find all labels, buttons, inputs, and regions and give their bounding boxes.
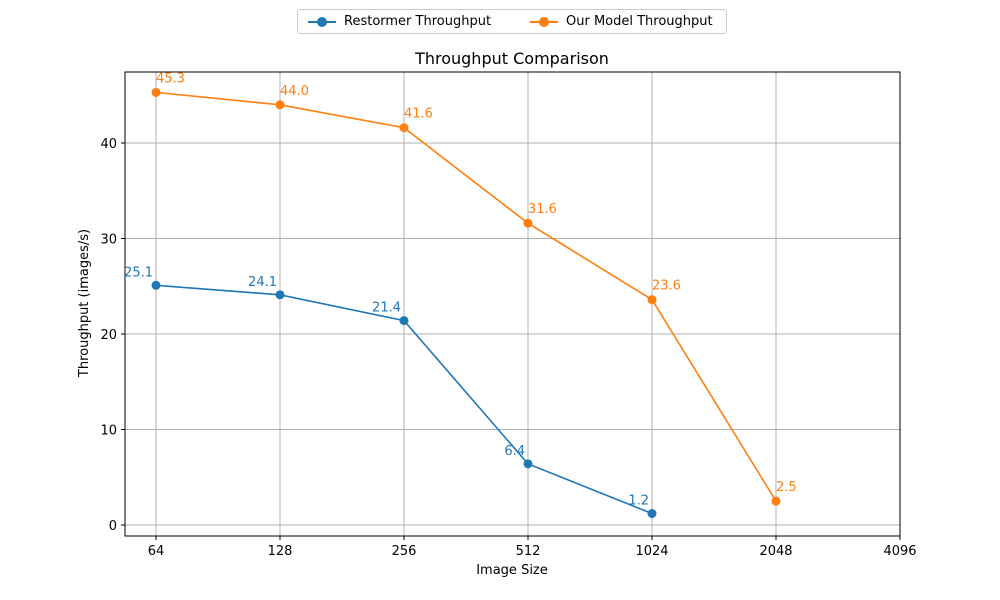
x-tick-label: 256 xyxy=(392,544,417,559)
y-tick-label: 0 xyxy=(109,519,117,534)
data-label: 31.6 xyxy=(528,202,557,217)
data-point xyxy=(523,459,533,469)
y-tick-label: 20 xyxy=(100,328,117,343)
data-point xyxy=(151,280,161,290)
data-point xyxy=(771,496,781,506)
legend-item-our-model: Our Model Throughput xyxy=(530,10,713,33)
x-axis-label: Image Size xyxy=(476,563,548,578)
data-label: 25.1 xyxy=(124,265,153,280)
data-label: 41.6 xyxy=(404,107,433,122)
data-point xyxy=(399,316,409,326)
data-point xyxy=(647,295,657,305)
data-point xyxy=(399,123,409,133)
data-point xyxy=(151,87,161,97)
data-label: 6.4 xyxy=(504,444,525,459)
data-label: 24.1 xyxy=(248,275,277,290)
data-label: 2.5 xyxy=(776,480,797,495)
data-label: 23.6 xyxy=(652,279,681,294)
data-label: 21.4 xyxy=(372,301,401,316)
data-point xyxy=(275,100,285,110)
series-line-1 xyxy=(155,91,777,502)
legend-swatch-restormer xyxy=(308,15,336,29)
data-label: 44.0 xyxy=(280,84,309,99)
legend-item-restormer: Restormer Throughput xyxy=(308,10,491,33)
chart-legend: Restormer Throughput Our Model Throughpu… xyxy=(297,9,727,34)
data-label: 45.3 xyxy=(156,71,185,86)
x-tick-label: 4096 xyxy=(883,544,916,559)
y-tick-label: 10 xyxy=(100,424,117,439)
y-axis-label: Throughput (images/s) xyxy=(77,229,92,378)
data-point xyxy=(275,290,285,300)
data-point xyxy=(647,509,657,519)
legend-label-restormer: Restormer Throughput xyxy=(344,14,492,29)
y-tick-label: 40 xyxy=(100,137,117,152)
data-label: 1.2 xyxy=(628,494,649,509)
x-tick-label: 64 xyxy=(148,544,165,559)
x-tick-label: 512 xyxy=(516,544,541,559)
legend-label-our-model: Our Model Throughput xyxy=(566,14,713,29)
legend-swatch-our-model xyxy=(530,15,558,29)
chart-title: Throughput Comparison xyxy=(414,49,609,68)
data-point xyxy=(523,218,533,228)
y-tick-label: 30 xyxy=(100,233,117,248)
x-tick-label: 1024 xyxy=(635,544,668,559)
plot-frame xyxy=(124,71,901,537)
x-tick-label: 128 xyxy=(268,544,293,559)
x-tick-label: 2048 xyxy=(759,544,792,559)
